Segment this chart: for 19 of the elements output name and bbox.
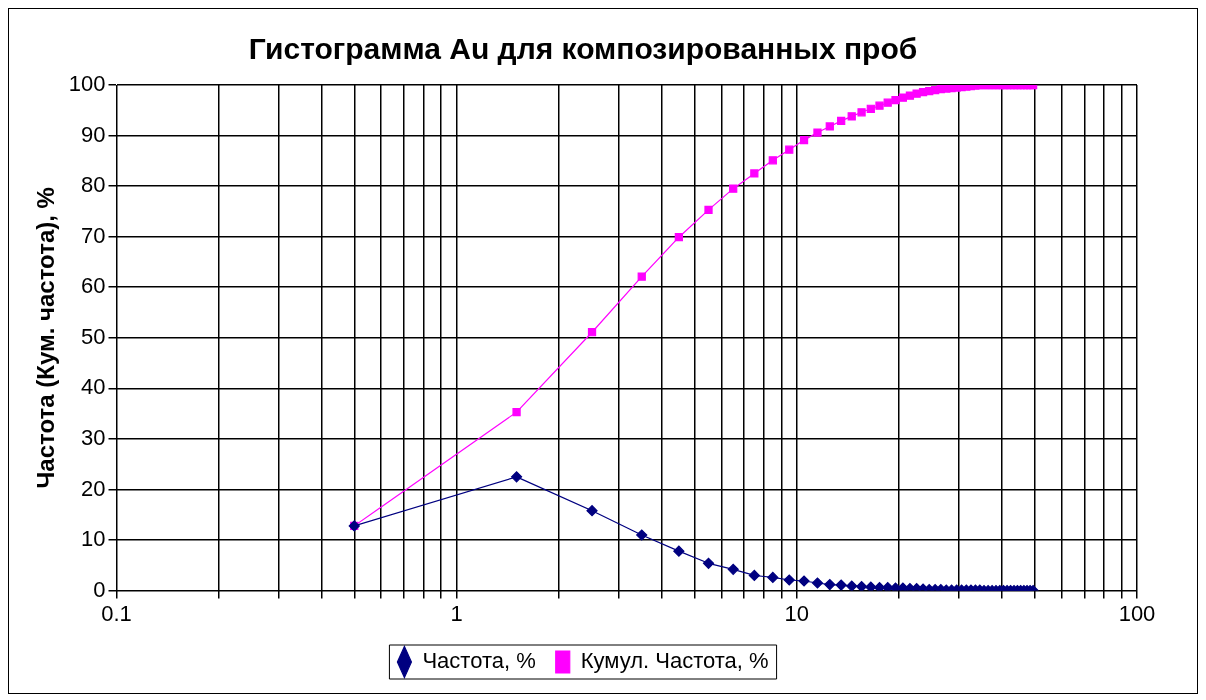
y-tick-label: 80	[81, 172, 106, 198]
y-tick-label: 0	[93, 576, 106, 602]
x-tick-label: 10	[784, 600, 810, 626]
y-tick-label: 20	[81, 475, 106, 501]
y-tick-label: 40	[81, 374, 106, 400]
y-axis-title: Частота (Кум. частота), %	[32, 187, 60, 489]
y-tick-label: 100	[68, 71, 106, 97]
x-tick-label: 100	[1118, 600, 1156, 626]
chart-title: Гистограмма Au для композированных проб	[248, 32, 918, 66]
x-tick-label: 0.1	[101, 600, 132, 626]
y-tick-label: 60	[81, 273, 106, 299]
y-tick-label: 50	[81, 323, 106, 349]
y-tick-label: 90	[81, 121, 106, 147]
x-tick-label: 1	[450, 600, 463, 626]
y-tick-label: 10	[81, 526, 106, 552]
legend-label: Частота, %	[422, 648, 536, 674]
y-tick-label: 70	[81, 222, 106, 248]
y-tick-label: 30	[81, 424, 106, 450]
legend-label: Кумул. Частота, %	[580, 648, 769, 674]
